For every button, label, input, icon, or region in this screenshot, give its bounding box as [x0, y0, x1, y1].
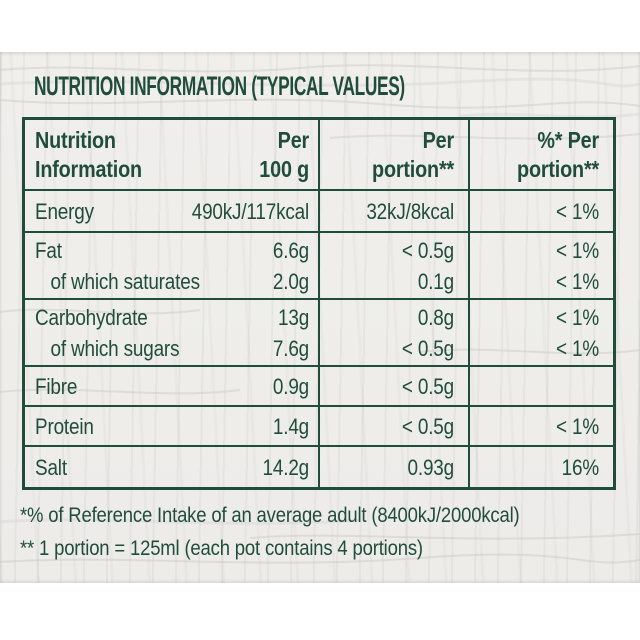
header-cell-per-portion: Per portion** — [320, 120, 470, 191]
row-energy-pct: < 1% — [470, 191, 613, 233]
footnote-portion-size: ** 1 portion = 125ml (each pot contains … — [20, 536, 423, 560]
row-label: Fat — [35, 237, 62, 263]
row-fat-portion: < 0.5g 0.1g — [320, 233, 470, 300]
header-nutrition-information: Nutrition Information — [35, 126, 142, 182]
row-protein-pct: < 1% — [470, 407, 613, 447]
nutrition-table: Nutrition Information Per 100 g Per port… — [22, 117, 616, 490]
per100-value: 7.6g — [272, 335, 310, 361]
row-fat-pct: < 1% < 1% — [470, 233, 613, 300]
per100-value: 1.4g — [272, 413, 310, 439]
row-label: Fibre — [35, 373, 78, 399]
row-fibre-portion: < 0.5g — [320, 367, 470, 407]
row-carbohydrate-pct: < 1% < 1% — [470, 300, 613, 367]
header-cell-nutrition-per100: Nutrition Information Per 100 g — [25, 120, 320, 191]
row-salt-pct: 16% — [561, 454, 600, 480]
row-salt-name-per100: Salt 14.2g — [25, 447, 320, 487]
marble-texture — [0, 64, 640, 564]
page-title: NUTRITION INFORMATION (TYPICAL VALUES) — [34, 71, 405, 101]
row-label: Protein — [35, 413, 94, 439]
row-label: Carbohydrate — [35, 304, 148, 330]
row-label: Salt — [35, 454, 67, 480]
row-sublabel: of which saturates — [50, 268, 200, 294]
per100-value: 490kJ/117kcal — [191, 198, 310, 224]
row-energy-name-per100: Energy 490kJ/117kcal — [25, 191, 320, 233]
row-fat-name-per100: Fat 6.6g of which saturates 2.0g — [25, 233, 320, 300]
footnote-reference-intake: *% of Reference Intake of an average adu… — [20, 503, 520, 527]
row-fibre-name-per100: Fibre 0.9g — [25, 367, 320, 407]
row-energy-portion: 32kJ/8kcal — [320, 191, 470, 233]
packaging-texture-band — [0, 52, 640, 583]
per100-value: 2.0g — [272, 268, 310, 294]
row-protein-name-per100: Protein 1.4g — [25, 407, 320, 447]
row-carbohydrate-name-per100: Carbohydrate 13g of which sugars 7.6g — [25, 300, 320, 367]
footnotes: *% of Reference Intake of an average adu… — [20, 499, 520, 565]
per100-value: 0.9g — [272, 373, 310, 399]
row-sublabel: of which sugars — [50, 335, 180, 361]
per100-value: 6.6g — [272, 237, 310, 263]
row-carbohydrate-portion: 0.8g < 0.5g — [320, 300, 470, 367]
header-per-100g: Per 100 g — [259, 126, 310, 182]
header-cell-pct-per-portion: %* Per portion** — [470, 120, 613, 191]
row-fibre-pct — [470, 367, 613, 407]
row-salt-portion: 0.93g — [320, 447, 470, 487]
row-label: Energy — [35, 198, 94, 224]
row-protein-portion: < 0.5g — [320, 407, 470, 447]
per100-value: 13g — [277, 304, 310, 330]
per100-value: 14.2g — [262, 454, 310, 480]
